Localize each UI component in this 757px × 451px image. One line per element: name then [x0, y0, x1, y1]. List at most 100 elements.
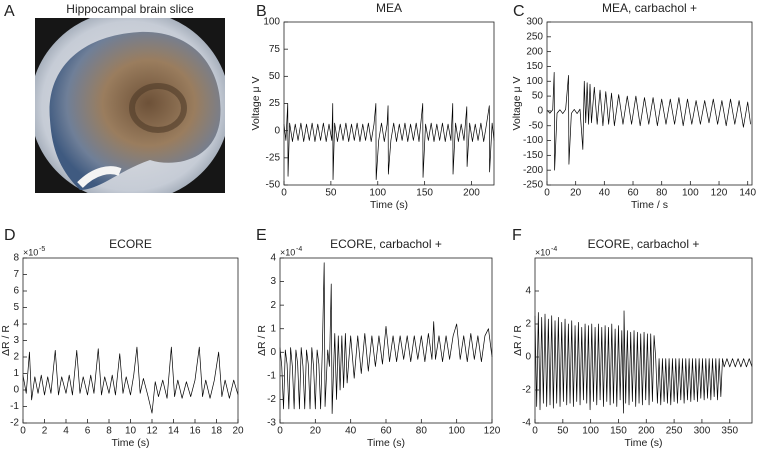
axes-box [283, 21, 495, 186]
y-tick-label: -50 [266, 180, 281, 191]
y-tick-label: 50 [269, 71, 281, 82]
y-tick-label: 3 [270, 276, 276, 287]
y-axis-label: Voltage μ V [250, 77, 262, 131]
y-tick-label: -100 [523, 135, 543, 146]
y-multiplier-power: -5 [39, 246, 45, 253]
x-axis-label: Time (s) [624, 437, 662, 449]
trace [22, 346, 239, 414]
x-tick-label: 350 [721, 426, 738, 437]
y-tick-label: 4 [13, 319, 19, 330]
y-axis-label: ΔR / R [512, 325, 524, 356]
x-tick-label: 60 [627, 188, 639, 199]
x-axis-label: Time (s) [367, 437, 405, 449]
y-tick-label: 300 [526, 17, 543, 28]
x-tick-label: 60 [380, 426, 392, 437]
panel-title: MEA, carbachol + [602, 1, 697, 15]
y-multiplier-base: ×10 [280, 247, 295, 257]
x-tick-label: 8 [106, 426, 112, 437]
y-tick-label: -25 [266, 152, 281, 163]
x-tick-label: 20 [232, 426, 244, 437]
x-tick-label: 20 [570, 188, 582, 199]
x-tick-label: 12 [146, 426, 158, 437]
y-tick-label: 25 [269, 98, 281, 109]
x-tick-label: 6 [85, 426, 91, 437]
y-tick-label: 2 [270, 300, 276, 311]
y-tick-label: -150 [523, 150, 543, 161]
panel-letter: A [4, 3, 15, 20]
x-tick-label: 40 [599, 188, 611, 199]
x-tick-label: 140 [739, 188, 756, 199]
trace [279, 262, 493, 414]
x-tick-label: 18 [211, 426, 223, 437]
x-tick-label: 200 [463, 188, 480, 199]
axes-box [279, 257, 493, 424]
y-multiplier-power: -4 [551, 246, 557, 253]
y-tick-label: 8 [13, 253, 19, 264]
panel-letter: B [256, 3, 267, 20]
y-tick-label: -2 [10, 418, 19, 429]
x-tick-label: 0 [281, 188, 287, 199]
y-tick-label: 75 [269, 44, 281, 55]
y-tick-label: -50 [529, 120, 544, 131]
y-tick-label: -1 [267, 370, 276, 381]
x-tick-label: 80 [656, 188, 668, 199]
panel-title: ECORE [109, 237, 152, 251]
y-tick-label: 150 [526, 61, 543, 72]
y-multiplier-base: ×10 [23, 247, 38, 257]
trace [546, 72, 751, 171]
y-tick-label: 4 [270, 253, 276, 264]
y-tick-label: 2 [525, 319, 531, 330]
x-tick-label: 80 [416, 426, 428, 437]
y-tick-label: -1 [10, 401, 19, 412]
x-tick-label: 100 [369, 188, 386, 199]
x-tick-label: 40 [345, 426, 357, 437]
x-tick-label: 300 [694, 426, 711, 437]
x-tick-label: 2 [42, 426, 48, 437]
axes-box [546, 21, 753, 186]
y-tick-label: -200 [523, 165, 543, 176]
x-tick-label: 16 [189, 426, 201, 437]
y-tick-label: 0 [537, 106, 543, 117]
y-tick-label: 2 [13, 352, 19, 363]
y-tick-label: 100 [263, 17, 280, 28]
y-tick-label: -2 [522, 385, 531, 396]
x-tick-label: 50 [557, 426, 569, 437]
y-tick-label: -4 [522, 418, 531, 429]
x-tick-label: 120 [484, 426, 501, 437]
x-axis-label: Time (s) [370, 199, 408, 211]
trace [283, 103, 495, 180]
x-tick-label: 20 [310, 426, 322, 437]
y-tick-label: 100 [526, 76, 543, 87]
y-multiplier-power: -4 [296, 246, 302, 253]
x-tick-label: 150 [610, 426, 627, 437]
panel-title: Hippocampal brain slice [66, 2, 194, 16]
x-tick-label: 100 [682, 188, 699, 199]
y-tick-label: 0 [525, 352, 531, 363]
y-tick-label: 4 [525, 286, 531, 297]
x-tick-label: 120 [711, 188, 728, 199]
x-axis-label: Time (s) [111, 437, 149, 449]
x-tick-label: 100 [448, 426, 465, 437]
y-axis-label: Voltage μ V [511, 77, 523, 131]
panel-letter: F [512, 227, 522, 244]
panel-letter: C [513, 3, 525, 20]
y-tick-label: 1 [270, 323, 276, 334]
panel-letter: E [256, 227, 267, 244]
y-tick-label: 6 [13, 286, 19, 297]
y-tick-label: 7 [13, 269, 19, 280]
slice-image [35, 18, 225, 193]
y-tick-label: 50 [532, 91, 544, 102]
y-tick-label: -3 [267, 418, 276, 429]
y-tick-label: 0 [274, 125, 280, 136]
y-tick-label: 250 [526, 31, 543, 42]
x-axis-label: Time / s [631, 199, 668, 211]
panel-letter: D [4, 227, 16, 244]
y-axis-label: ΔR / R [0, 325, 12, 356]
y-tick-label: 3 [13, 335, 19, 346]
panel-title: ECORE, carbachol + [588, 237, 700, 251]
x-tick-label: 0 [544, 188, 550, 199]
x-tick-label: 4 [63, 426, 69, 437]
x-tick-label: 100 [582, 426, 599, 437]
x-tick-label: 0 [277, 426, 283, 437]
